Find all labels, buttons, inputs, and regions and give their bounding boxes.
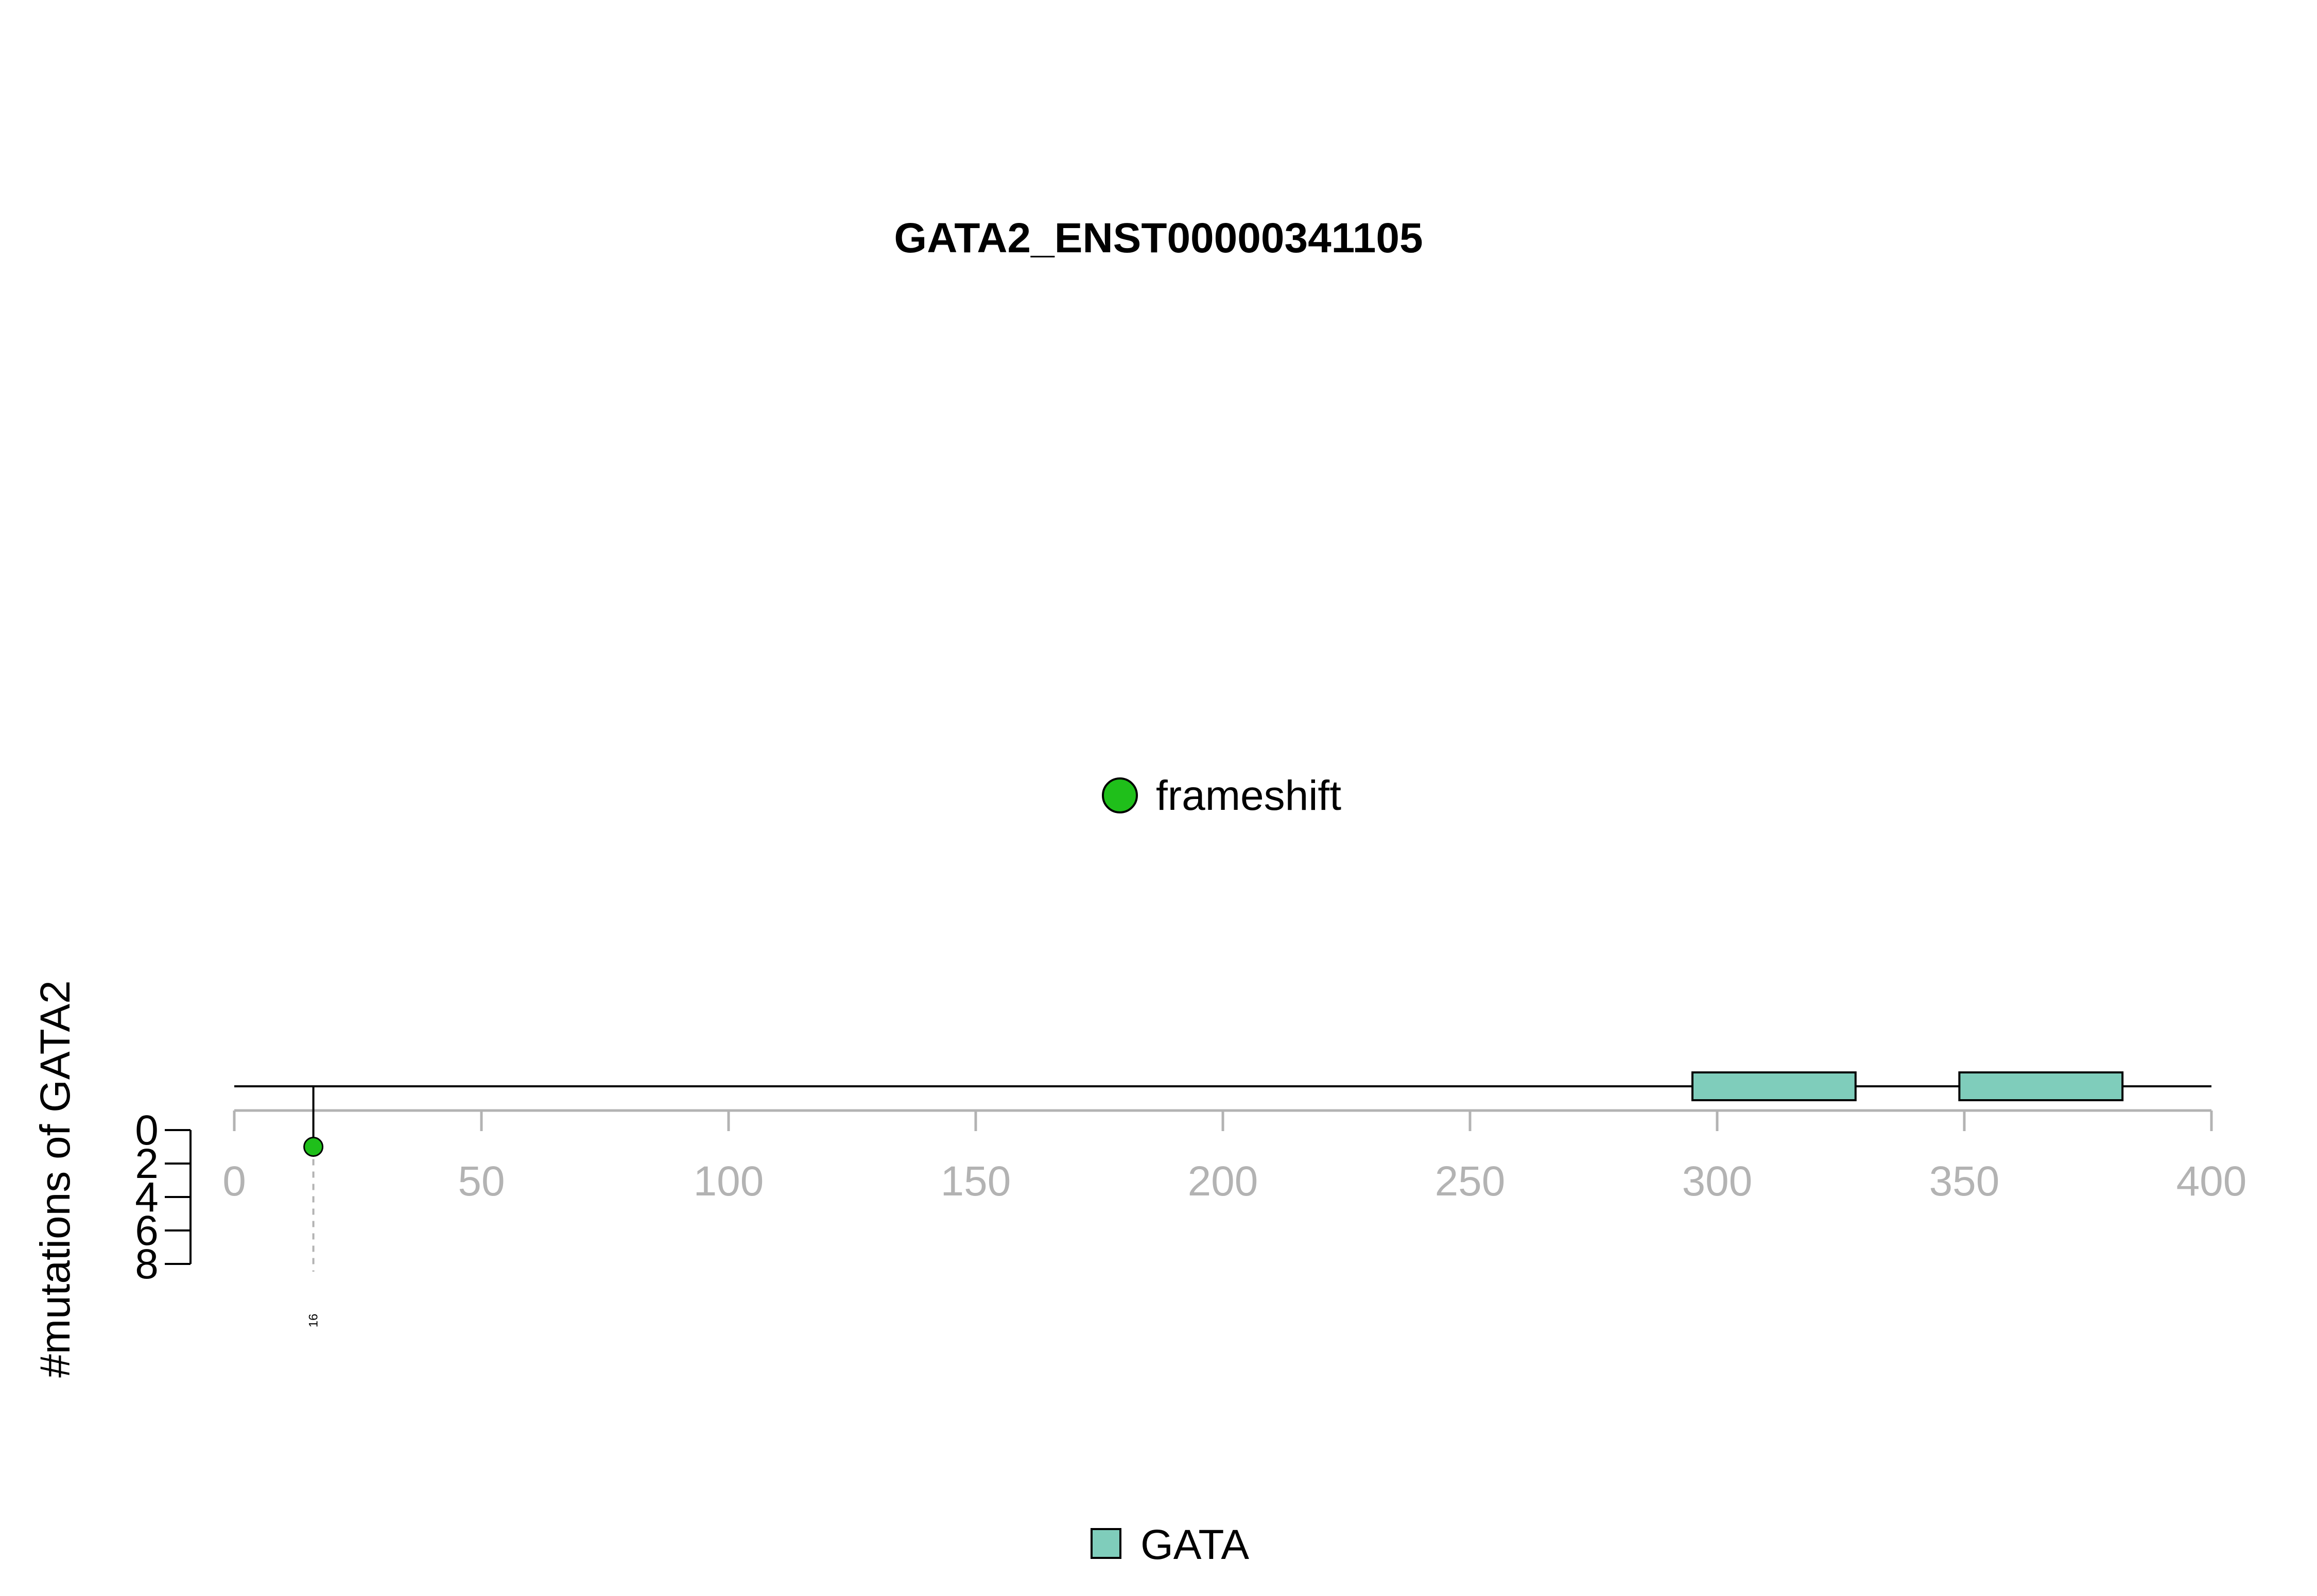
x-tick-label: 350 bbox=[1929, 1158, 2000, 1205]
y-tick-label: 6 bbox=[135, 1207, 159, 1254]
x-tick-label: 150 bbox=[941, 1158, 1011, 1205]
legend-label-gata: GATA bbox=[1140, 1521, 1249, 1568]
x-tick-label: 300 bbox=[1682, 1158, 1753, 1205]
y-tick-label: 2 bbox=[135, 1140, 159, 1187]
y-tick-label: 4 bbox=[135, 1174, 159, 1221]
x-tick-label: 400 bbox=[2176, 1158, 2247, 1205]
x-tick-label: 250 bbox=[1435, 1158, 1506, 1205]
mutation-layer: 16 bbox=[303, 1086, 324, 1328]
y-axis-title: #mutations of GATA2 bbox=[32, 980, 79, 1378]
mutation-legend: frameshift bbox=[1102, 772, 1341, 819]
x-tick-label: 0 bbox=[222, 1158, 246, 1205]
mutation-position-label: 16 bbox=[307, 1314, 321, 1328]
domain-gata bbox=[1958, 1071, 2124, 1101]
chart-title: GATA2_ENST00000341105 bbox=[894, 215, 1423, 262]
x-tick-label: 200 bbox=[1188, 1158, 1258, 1205]
domain-layer bbox=[1691, 1071, 2124, 1101]
x-axis: 0 50 100 150 200 250 300 350 400 bbox=[222, 1109, 2247, 1205]
y-tick-label: 8 bbox=[135, 1241, 159, 1288]
x-tick-label: 100 bbox=[694, 1158, 764, 1205]
domain-legend: GATA bbox=[1091, 1521, 1249, 1568]
legend-swatch-gata bbox=[1091, 1528, 1121, 1559]
x-tick-label: 50 bbox=[458, 1158, 505, 1205]
legend-label-frameshift: frameshift bbox=[1156, 772, 1341, 819]
y-tick-label: 0 bbox=[135, 1107, 159, 1154]
domain-gata bbox=[1691, 1071, 1857, 1101]
legend-marker-frameshift bbox=[1102, 777, 1138, 813]
mutation-point bbox=[303, 1137, 324, 1157]
